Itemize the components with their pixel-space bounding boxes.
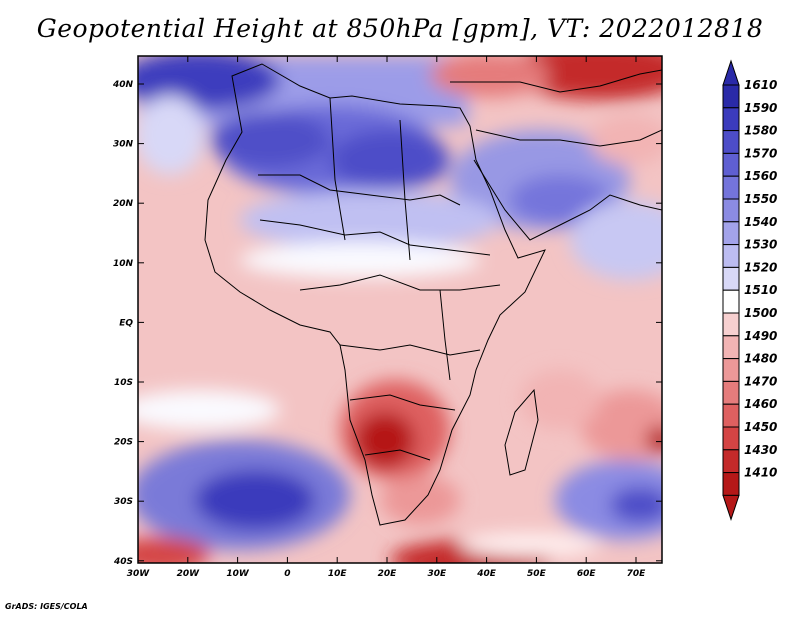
colorbar-swatch [722,449,740,474]
longitude-axis: 30W 20W 10W 0 10E 20E 30E 40E 50E 60E 70E [127,56,646,579]
colorbar-top-arrow [722,59,740,86]
height-field [138,56,662,563]
lon-label: 40E [476,569,497,579]
colorbar-label: 1430 [744,443,777,457]
colorbar-swatch [722,221,740,246]
lon-label: 20E [378,569,398,579]
colorbar-label: 1590 [744,101,777,115]
colorbar-swatch [722,152,740,177]
lon-label: 30E [427,569,447,579]
colorbar-swatch [722,130,740,154]
lon-label: 50E [527,569,547,579]
plot-frame [137,55,663,564]
colorbar-swatch [722,358,740,382]
lat-label: 20N [113,199,134,209]
colorbar-label: 1480 [744,352,777,366]
lon-label: 0 [284,569,290,579]
lat-label: 40N [112,80,134,90]
colorbar-label: 1570 [744,146,777,160]
colorbar-label: 1530 [744,238,777,252]
colorbar-label: 1560 [744,169,777,183]
credit-text: GrADS: IGES/COLA [5,602,88,611]
colorbar-swatch [722,403,740,428]
latitude-axis: 40N 30N 20N 10N EQ 10S 20S 30S 40S [112,80,662,567]
colorbar-swatch [722,84,740,109]
lon-label: 10W [226,569,250,579]
colorbar-swatch [722,175,740,200]
coastlines [204,63,662,526]
colorbar-swatch [722,107,740,132]
lat-label: 10N [113,259,134,269]
colorbar-label: 1580 [744,124,777,138]
lon-label: 20W [177,569,201,579]
colorbar-swatch [722,244,740,268]
lat-label: 30S [114,497,133,507]
lat-label: 30N [113,140,134,150]
colorbar-swatch [722,198,740,223]
lon-label: 70E [627,569,647,579]
colorbar-label: 1520 [744,260,777,274]
colorbar-swatch [722,426,740,451]
colorbar-bottom-arrow [722,494,740,521]
colorbar-label: 1510 [744,283,777,297]
lat-label: 10S [114,378,133,388]
lat-label: 20S [114,438,133,448]
colorbar-label: 1490 [744,329,777,343]
lat-label: EQ [119,318,133,328]
lon-label: 30W [127,569,151,579]
colorbar-swatch [722,312,740,337]
colorbar-label: 1410 [744,466,777,480]
lat-label: 40S [113,557,133,567]
lon-label: 10E [328,569,348,579]
colorbar-label: 1610 [744,78,777,92]
lon-label: 60E [577,569,597,579]
colorbar-swatch [722,289,740,314]
colorbar-swatch [722,472,740,496]
colorbar-swatch [722,266,740,291]
map-title: Geopotential Height at 850hPa [gpm], VT:… [36,14,764,43]
colorbar-swatch [722,380,740,405]
colorbar-label: 1450 [744,420,777,434]
colorbar-label: 1550 [744,192,777,206]
colorbar-label: 1460 [744,397,777,411]
colorbar-label: 1500 [744,306,777,320]
colorbar-label: 1470 [744,374,777,388]
colorbar-label: 1540 [744,215,777,229]
colorbar-swatch [722,335,740,360]
colorbar: 1610 1590 1580 1570 1560 1550 1540 1530 1520 1510… [722,59,777,521]
